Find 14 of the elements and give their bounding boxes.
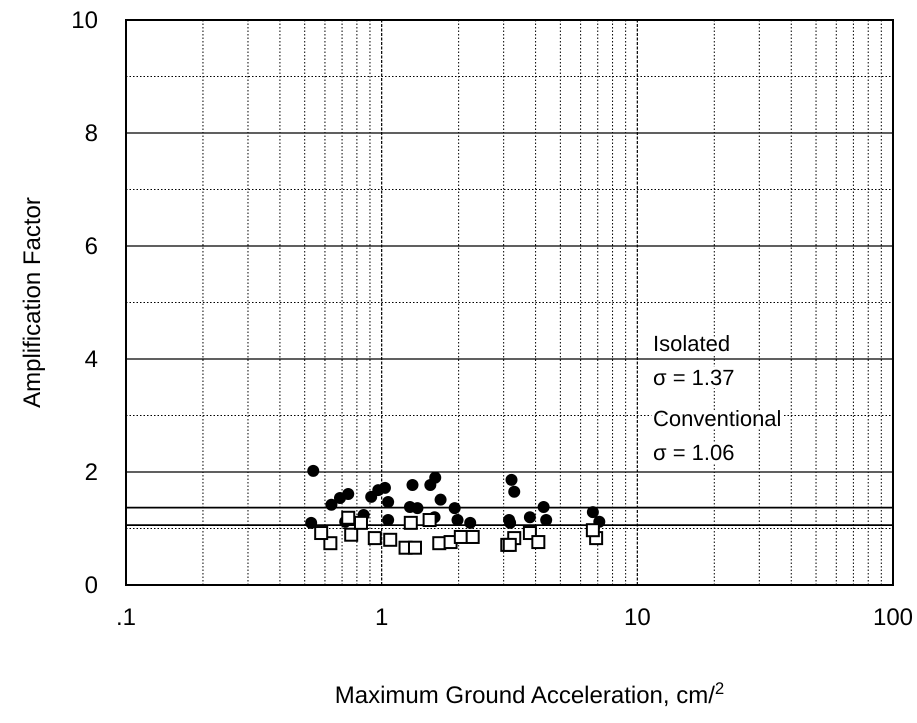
x-tick-label: 1 bbox=[374, 604, 388, 631]
y-tick-label: 0 bbox=[84, 572, 98, 599]
x-tick-label: .1 bbox=[116, 604, 136, 631]
y-tick-label: 4 bbox=[84, 346, 98, 373]
y-axis-title: Amplification Factor bbox=[19, 197, 46, 408]
y-tick-label: 10 bbox=[71, 7, 98, 34]
y-tick-label: 2 bbox=[84, 459, 98, 486]
annotation: Isolated σ = 1.37 bbox=[653, 331, 734, 390]
x-tick-label: 100 bbox=[872, 604, 914, 631]
y-tick-label: 6 bbox=[84, 233, 98, 260]
y-tick-label: 8 bbox=[84, 120, 98, 147]
x-axis-title: Maximum Ground Acceleration, cm/$^{2}$ bbox=[334, 678, 724, 709]
annotation: Conventional σ = 1.06 bbox=[653, 406, 782, 465]
x-tick-label: 10 bbox=[624, 604, 651, 631]
